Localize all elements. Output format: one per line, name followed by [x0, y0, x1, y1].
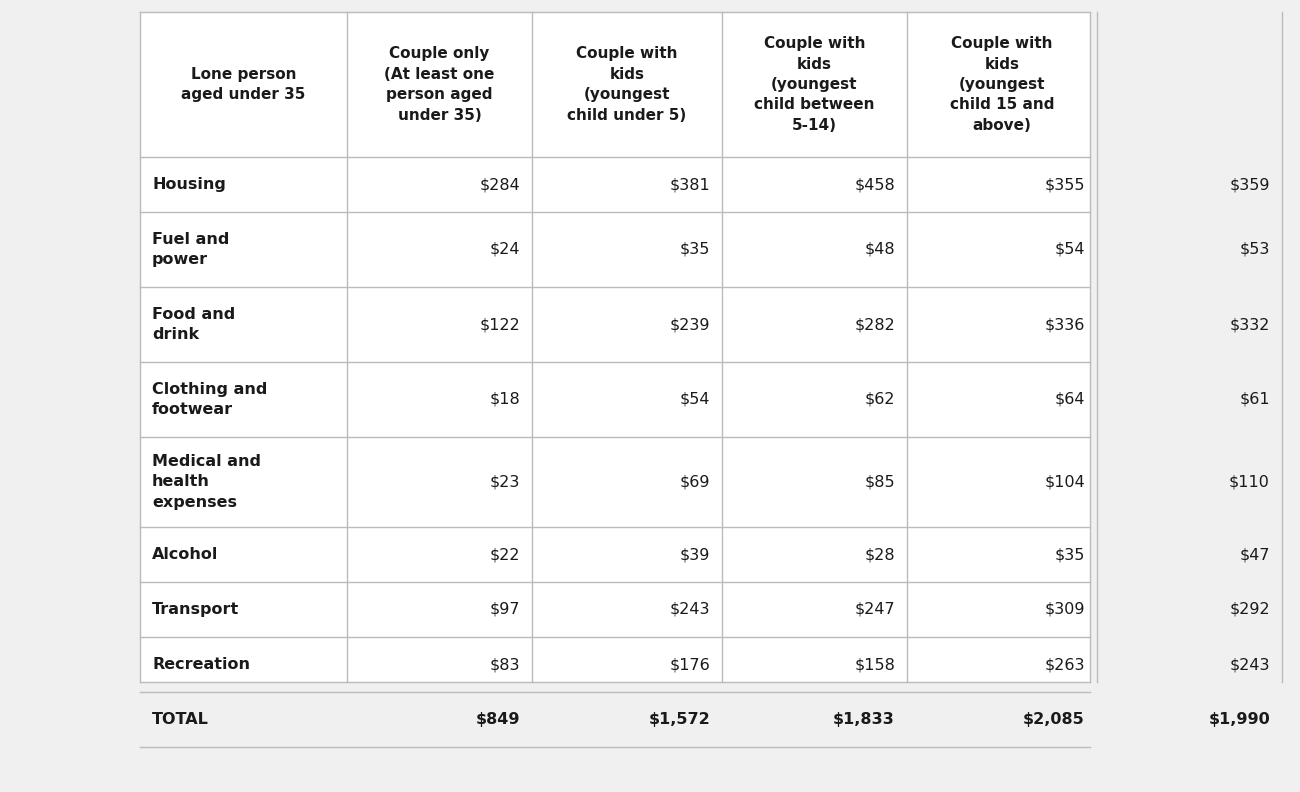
Text: $282: $282	[854, 317, 894, 332]
Text: $849: $849	[476, 712, 520, 727]
Text: $247: $247	[854, 602, 894, 617]
Text: $39: $39	[680, 547, 710, 562]
Text: $35: $35	[680, 242, 710, 257]
Text: Couple with
kids
(youngest
child between
5-14): Couple with kids (youngest child between…	[754, 36, 875, 133]
Text: $355: $355	[1044, 177, 1086, 192]
Text: Medical and
health
expenses: Medical and health expenses	[152, 454, 261, 510]
Text: $54: $54	[1054, 242, 1086, 257]
Text: $284: $284	[480, 177, 520, 192]
Text: Clothing and
footwear: Clothing and footwear	[152, 382, 268, 417]
Text: Alcohol: Alcohol	[152, 547, 218, 562]
Text: $35: $35	[1054, 547, 1086, 562]
Text: $47: $47	[1239, 547, 1270, 562]
Text: $69: $69	[680, 474, 710, 489]
Bar	[140, 12, 1089, 682]
Text: $1,833: $1,833	[833, 712, 894, 727]
Text: $110: $110	[1228, 474, 1270, 489]
Text: $61: $61	[1239, 392, 1270, 407]
Text: $18: $18	[489, 392, 520, 407]
Text: $381: $381	[670, 177, 710, 192]
Text: Couple with
kids
(youngest
child 15 and
above): Couple with kids (youngest child 15 and …	[950, 36, 1054, 133]
Text: $243: $243	[670, 602, 710, 617]
Text: $1,990: $1,990	[1208, 712, 1270, 727]
Text: $23: $23	[490, 474, 520, 489]
Text: $158: $158	[854, 657, 894, 672]
Text: $54: $54	[680, 392, 710, 407]
Text: $1,572: $1,572	[649, 712, 710, 727]
Text: Housing: Housing	[152, 177, 226, 192]
Text: $48: $48	[864, 242, 894, 257]
Text: $85: $85	[864, 474, 894, 489]
Text: $309: $309	[1044, 602, 1086, 617]
Text: $2,085: $2,085	[1023, 712, 1086, 727]
Text: $332: $332	[1230, 317, 1270, 332]
Text: $24: $24	[490, 242, 520, 257]
Text: Food and
drink: Food and drink	[152, 307, 235, 342]
Text: $97: $97	[490, 602, 520, 617]
Text: $62: $62	[864, 392, 894, 407]
Text: Transport: Transport	[152, 602, 239, 617]
Text: $64: $64	[1054, 392, 1086, 407]
Text: $336: $336	[1045, 317, 1086, 332]
Text: Couple only
(At least one
person aged
under 35): Couple only (At least one person aged un…	[385, 47, 495, 123]
Text: $359: $359	[1230, 177, 1270, 192]
Text: $22: $22	[490, 547, 520, 562]
Text: $239: $239	[670, 317, 710, 332]
Text: $104: $104	[1044, 474, 1086, 489]
Text: $28: $28	[864, 547, 894, 562]
Text: $122: $122	[480, 317, 520, 332]
Text: $243: $243	[1230, 657, 1270, 672]
Text: Lone person
aged under 35: Lone person aged under 35	[181, 67, 306, 102]
Text: $263: $263	[1044, 657, 1086, 672]
Text: Recreation: Recreation	[152, 657, 250, 672]
Text: TOTAL: TOTAL	[152, 712, 209, 727]
Text: $53: $53	[1240, 242, 1270, 257]
Text: $83: $83	[490, 657, 520, 672]
Text: $176: $176	[670, 657, 710, 672]
Text: $458: $458	[854, 177, 894, 192]
Text: $292: $292	[1230, 602, 1270, 617]
Text: Fuel and
power: Fuel and power	[152, 232, 229, 267]
Text: Couple with
kids
(youngest
child under 5): Couple with kids (youngest child under 5…	[567, 47, 686, 123]
